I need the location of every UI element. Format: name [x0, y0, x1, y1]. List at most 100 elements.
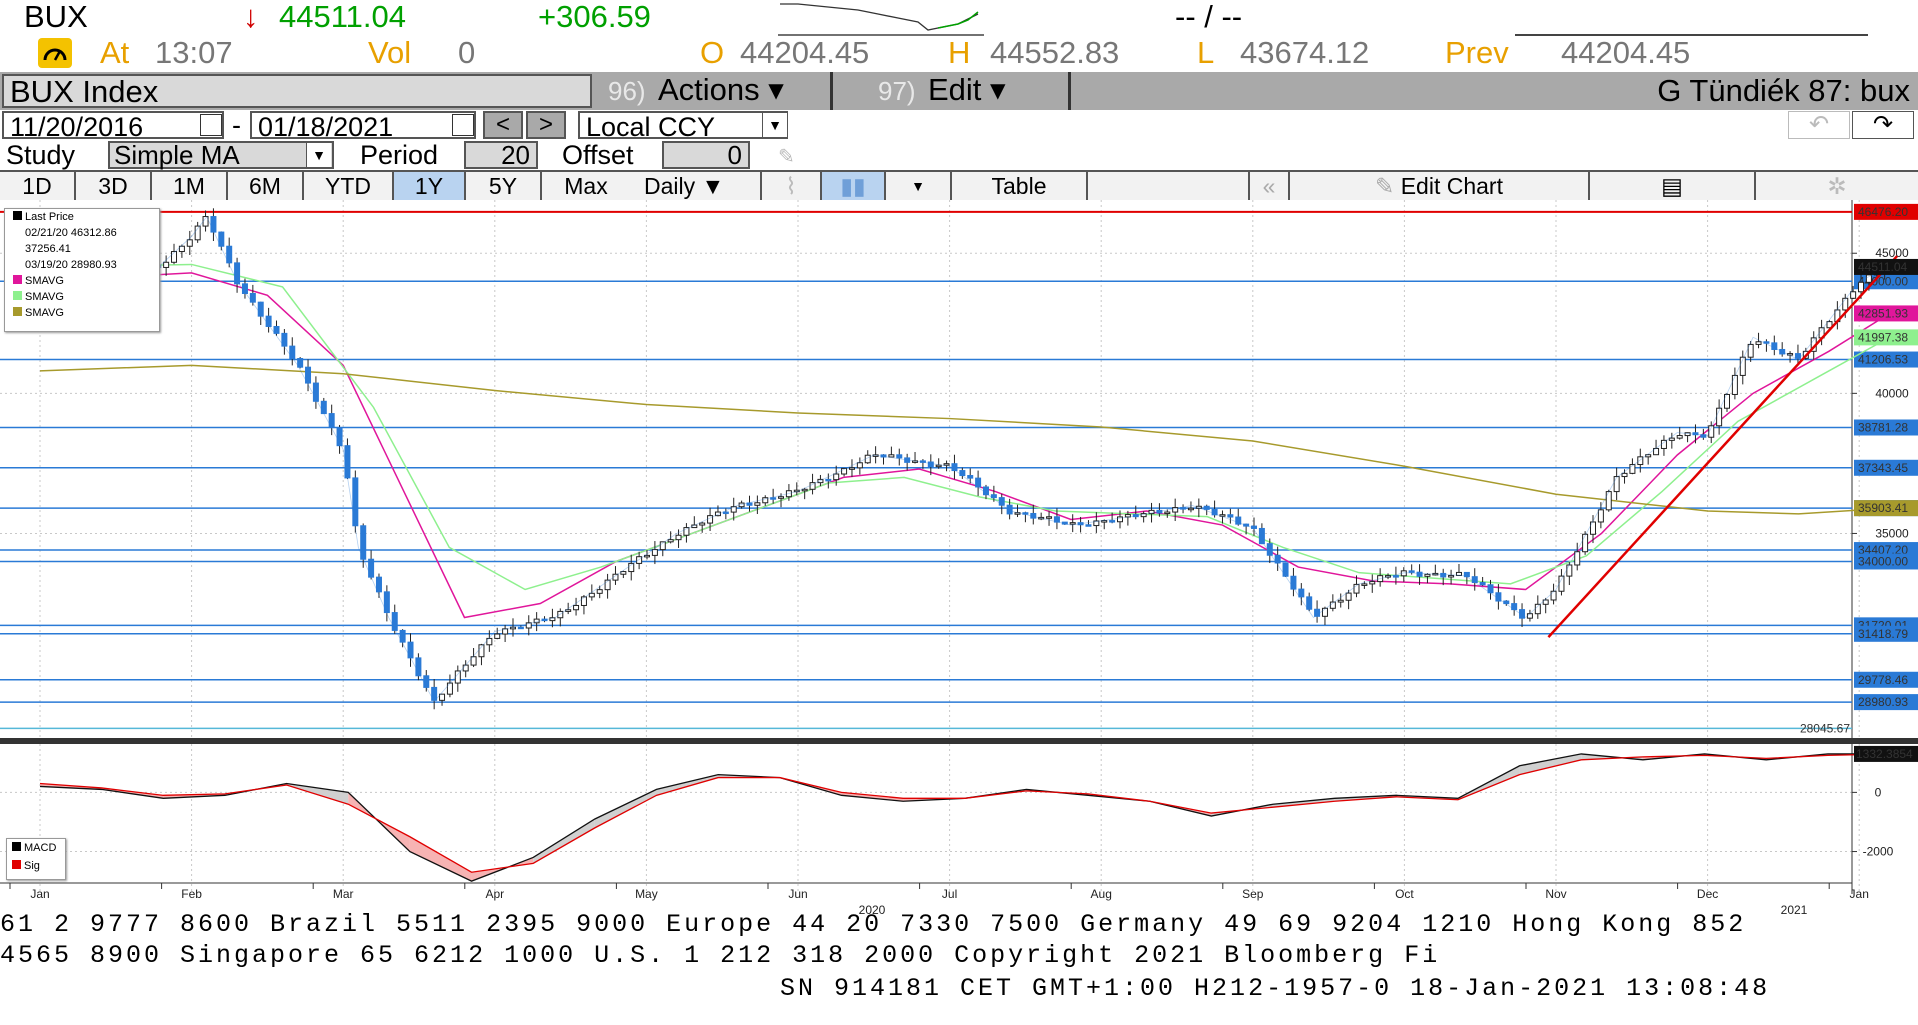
price-candle	[1479, 582, 1486, 586]
period-input[interactable]: 20	[464, 141, 538, 169]
price-candle	[1550, 590, 1557, 601]
frequency-select[interactable]: Daily ▼	[630, 172, 762, 200]
prev-period-button[interactable]: <	[483, 111, 523, 139]
value-tag-label: 44511.04	[1858, 260, 1907, 274]
price-candle	[320, 400, 327, 415]
price-level-label: 29778.46	[1858, 673, 1908, 687]
legend-swatch	[13, 291, 22, 300]
price-candle	[935, 464, 942, 468]
edit-menu[interactable]: 97) Edit ▾	[836, 72, 1068, 110]
price-candle	[1164, 511, 1171, 515]
period-label: Period	[360, 140, 439, 170]
chevron-down-icon[interactable]: ▼	[762, 113, 787, 137]
price-candle	[1251, 525, 1258, 529]
price-candle	[1172, 507, 1179, 513]
offset-input[interactable]: 0	[662, 141, 750, 169]
calendar-icon[interactable]	[200, 114, 222, 136]
calendar-icon[interactable]	[452, 114, 474, 136]
price-candle	[699, 522, 706, 526]
price-candle	[1755, 341, 1762, 345]
price-candle	[778, 496, 785, 499]
price-candle	[1298, 588, 1305, 598]
range-text: -- / --	[1175, 0, 1243, 34]
price-level-label: 44000.00	[1858, 274, 1908, 288]
price-candle	[667, 539, 674, 543]
price-candle	[1526, 613, 1533, 619]
price-candle	[1637, 456, 1644, 466]
price-candle	[1779, 348, 1786, 355]
price-candle	[407, 641, 414, 659]
price-candle	[1692, 432, 1699, 436]
price-candle	[541, 618, 548, 622]
price-candle	[312, 382, 319, 402]
collapse-icon[interactable]: «	[1250, 172, 1290, 200]
price-candle	[722, 511, 729, 515]
price-candle	[785, 490, 792, 498]
table-button[interactable]: Table	[952, 172, 1088, 200]
footer-line-1: 61 2 9777 8600 Brazil 5511 2395 9000 Eur…	[0, 910, 1747, 939]
range-button-max[interactable]: Max	[542, 172, 632, 200]
edit-chart-button[interactable]: ✎ Edit Chart	[1290, 172, 1590, 200]
price-candle	[171, 251, 178, 263]
x-tick-label: Mar	[333, 887, 354, 901]
range-button-1y[interactable]: 1Y	[394, 172, 466, 200]
currency-select[interactable]: Local CCY	[578, 111, 788, 141]
price-candle	[762, 497, 769, 504]
price-level-tag	[1854, 625, 1918, 642]
price-level-tag	[1854, 419, 1918, 436]
price-candle	[249, 292, 256, 303]
price-candle	[360, 525, 367, 560]
price-candle	[336, 427, 343, 447]
chart-settings-icon[interactable]: ▤	[1590, 172, 1756, 200]
chevron-down-icon[interactable]: ▼	[306, 143, 331, 167]
price-chart[interactable]: 46476.20 44000.00 41206.53 38781.28 37343.45…	[0, 200, 1918, 740]
end-date-field[interactable]: 01/18/2021	[250, 111, 476, 141]
macd-chart[interactable]: 0 -2000 1332.3854	[0, 744, 1918, 906]
range-button-1d[interactable]: 1D	[0, 172, 76, 200]
price-candle	[817, 478, 824, 484]
start-date-field[interactable]: 11/20/2016	[2, 111, 224, 141]
line-chart-icon[interactable]: ⌇	[762, 172, 822, 200]
range-button-3d[interactable]: 3D	[76, 172, 152, 200]
actions-label: Actions ▾	[658, 72, 784, 107]
price-candle	[1124, 514, 1131, 518]
price-candle	[1014, 512, 1021, 515]
next-period-button[interactable]: >	[526, 111, 566, 139]
study-select[interactable]: Simple MA	[108, 141, 334, 169]
price-candle	[856, 462, 863, 469]
pane-divider[interactable]	[0, 738, 1918, 744]
range-button-1m[interactable]: 1M	[152, 172, 228, 200]
gear-icon[interactable]: ✲	[1756, 172, 1918, 200]
price-candle	[423, 675, 430, 688]
price-candle	[1353, 583, 1360, 594]
macd-fill	[656, 774, 719, 796]
open-value: 44204.45	[740, 35, 870, 70]
range-button-ytd[interactable]: YTD	[304, 172, 394, 200]
value-tag	[1854, 305, 1918, 322]
pencil-icon[interactable]: ✎	[778, 146, 795, 168]
gauge-icon[interactable]	[38, 38, 72, 68]
price-candle	[352, 477, 359, 527]
price-candle	[730, 506, 737, 513]
price-candle	[273, 325, 280, 334]
x-axis: Jan Feb Mar Apr May Jun Jul Aug Sep Oct Nov Dec Jan 2…	[0, 882, 1869, 917]
legend-average: 37256.41	[25, 243, 71, 255]
range-button-5y[interactable]: 5Y	[466, 172, 542, 200]
range-button-6m[interactable]: 6M	[228, 172, 304, 200]
actions-menu[interactable]: 96) Actions ▾	[596, 72, 830, 110]
redo-icon[interactable]: ↷	[1852, 111, 1914, 139]
undo-icon[interactable]: ↶	[1788, 111, 1850, 139]
at-label: At	[100, 35, 130, 70]
price-candle	[793, 489, 800, 493]
price-candle	[1424, 573, 1431, 577]
price-candle	[1400, 570, 1407, 577]
price-candle	[1329, 601, 1336, 609]
candle-chart-icon[interactable]: ▮▮	[822, 172, 886, 200]
sparkline	[778, 3, 984, 36]
price-candle	[525, 622, 532, 629]
chart-toolbar: 1D 3D 1M 6M YTD 1Y 5Y Max Daily ▼ ⌇ ▮▮ ▼ Table …	[0, 170, 1918, 200]
price-candle	[1053, 516, 1060, 523]
study-value: Simple MA	[114, 140, 240, 170]
x-tick-label: Jul	[942, 887, 957, 901]
chevron-down-icon[interactable]: ▼	[886, 172, 952, 200]
